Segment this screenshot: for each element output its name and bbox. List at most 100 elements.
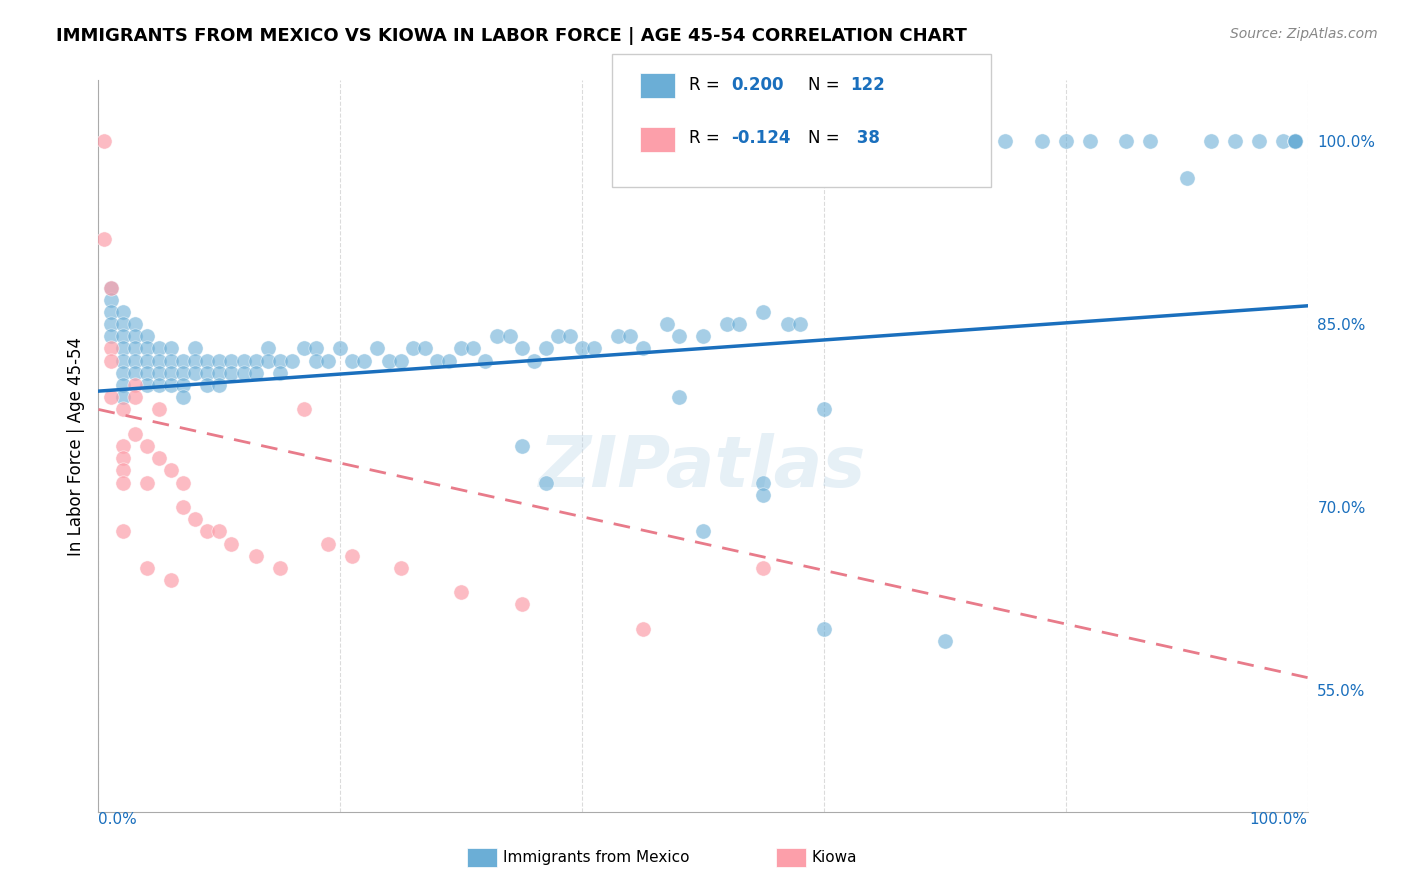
Point [135,342,157,356]
Point [619,329,641,343]
Point [195,366,218,380]
Point [1054,134,1077,148]
Point [957,134,980,148]
Text: Source: ZipAtlas.com: Source: ZipAtlas.com [1230,27,1378,41]
Point [100,293,122,307]
Point [655,317,678,331]
Point [172,353,194,368]
Point [668,329,690,343]
Point [160,573,183,587]
Point [172,475,194,490]
Point [195,353,218,368]
Point [184,342,207,356]
Point [728,317,751,331]
Point [1284,134,1306,148]
Point [305,353,328,368]
Point [523,353,546,368]
Point [100,305,122,319]
Point [111,342,134,356]
Point [534,342,557,356]
Point [342,549,364,563]
Point [195,524,218,539]
Point [269,366,291,380]
Point [607,329,630,343]
Point [124,317,146,331]
Point [366,342,388,356]
Point [316,353,339,368]
Point [160,463,183,477]
Text: N =: N = [808,129,845,147]
Point [413,342,436,356]
Point [510,598,533,612]
Point [534,475,557,490]
Point [124,366,146,380]
Point [111,524,134,539]
Point [583,342,606,356]
Point [292,402,315,417]
Point [389,561,412,575]
Point [716,317,738,331]
Point [813,622,835,636]
Point [160,353,183,368]
Point [342,353,364,368]
Point [111,317,134,331]
Point [1223,134,1246,148]
Bar [467,848,498,867]
Point [124,426,146,441]
Point [292,342,315,356]
Point [389,353,412,368]
Point [813,134,835,148]
Point [135,378,157,392]
Point [93,134,115,148]
Point [100,317,122,331]
Point [111,305,134,319]
Point [135,353,157,368]
Point [100,280,122,294]
Point [93,232,115,246]
Point [100,280,122,294]
Point [752,561,775,575]
Point [269,353,291,368]
Text: ZIPatlas: ZIPatlas [540,434,866,502]
Point [934,134,956,148]
Point [450,342,472,356]
Point [752,488,775,502]
Point [256,342,278,356]
Point [1199,134,1222,148]
Point [426,353,449,368]
Point [100,353,122,368]
Point [474,353,496,368]
Point [111,390,134,404]
Point [111,329,134,343]
Point [232,366,254,380]
Point [124,378,146,392]
Point [124,329,146,343]
Point [1115,134,1137,148]
Point [135,329,157,343]
Point [316,536,339,550]
Point [668,390,690,404]
Point [1175,170,1198,185]
Point [510,439,533,453]
Text: 38: 38 [851,129,880,147]
Text: 122: 122 [851,76,886,94]
Point [172,378,194,392]
Point [692,524,714,539]
Point [111,451,134,466]
Text: Kiowa: Kiowa [811,850,858,865]
Text: R =: R = [689,76,725,94]
Text: R =: R = [689,129,725,147]
Point [221,366,243,380]
Point [111,475,134,490]
Point [547,329,569,343]
Point [184,366,207,380]
Point [486,329,509,343]
Point [148,402,170,417]
Text: N =: N = [808,76,845,94]
Point [873,134,896,148]
Point [269,561,291,575]
Point [111,353,134,368]
Point [184,353,207,368]
Point [934,634,956,648]
Point [100,342,122,356]
